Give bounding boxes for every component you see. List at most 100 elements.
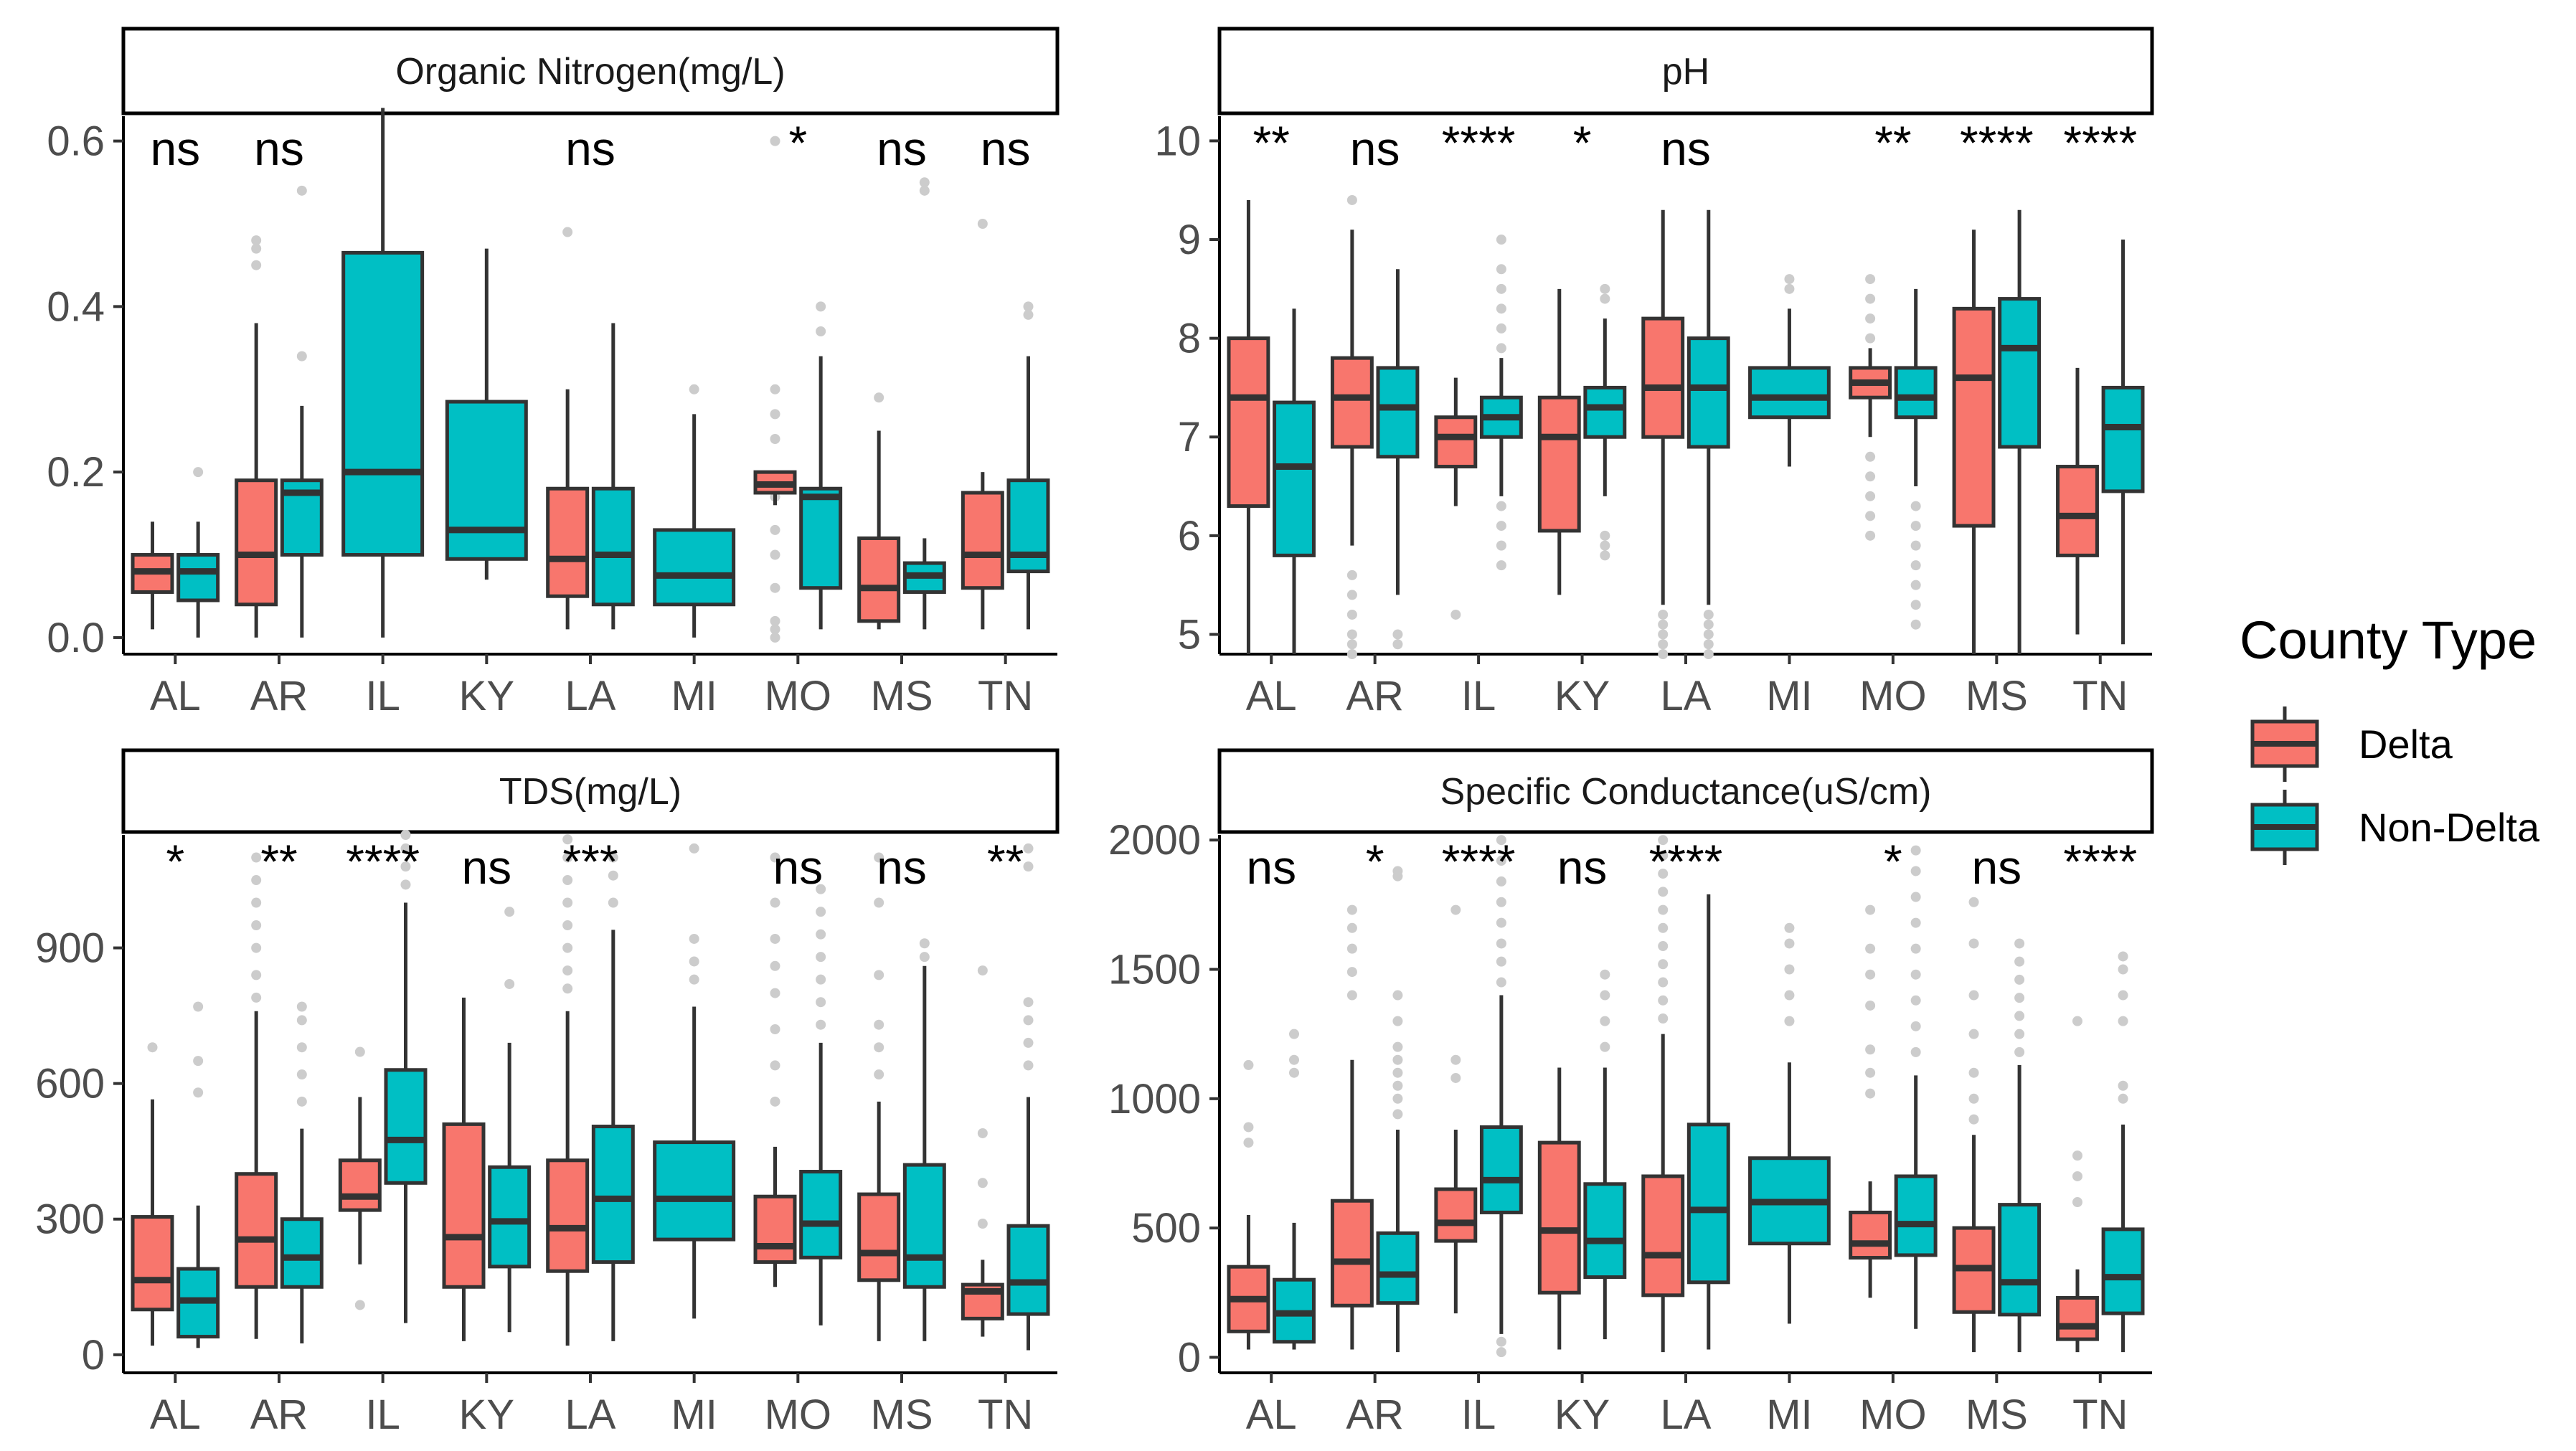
outlier-point	[296, 1015, 307, 1026]
outlier-point	[2118, 1093, 2128, 1104]
outlier-point	[193, 1001, 204, 1012]
outlier-point	[770, 1096, 780, 1107]
outlier-point	[2014, 1011, 2025, 1021]
box-delta-ar	[1330, 194, 1374, 659]
panel-4: Specific Conductance(uS/cm) 0 500 1000 1500 2…	[1108, 748, 2154, 1438]
iqr-box	[1998, 1203, 2042, 1317]
outlier-point	[770, 524, 780, 535]
outlier-point	[874, 1019, 884, 1030]
outlier-point	[874, 392, 884, 403]
outlier-point	[1865, 511, 1876, 521]
outlier-point	[2014, 1046, 2025, 1057]
box-non-delta-il	[341, 108, 425, 638]
x-tick-label: AL	[150, 673, 201, 719]
significance-label: **	[987, 835, 1024, 888]
y-tick-label: 1000	[1108, 1076, 1201, 1122]
outlier-point	[504, 907, 515, 917]
outlier-point	[2118, 990, 2128, 1001]
box-delta-al	[1227, 1059, 1270, 1350]
box-non-delta-ky	[488, 907, 532, 1333]
outlier-point	[1023, 997, 1034, 1008]
significance-label: **	[260, 835, 297, 888]
outlier-point	[251, 875, 262, 886]
outlier-point	[1784, 964, 1795, 975]
x-tick-label: AR	[250, 673, 308, 719]
box-delta-mo	[753, 852, 797, 1287]
significance-label: ****	[1442, 116, 1516, 169]
outlier-point	[1496, 560, 1506, 571]
outlier-point	[1023, 301, 1034, 312]
y-tick-label: 2000	[1108, 817, 1201, 864]
significance-label: ns	[981, 122, 1031, 175]
significance-label: **	[1874, 116, 1911, 169]
x-tick-label: AR	[1346, 673, 1404, 719]
panel-title: pH	[1662, 51, 1709, 93]
outlier-point	[770, 632, 780, 643]
outlier-point	[251, 992, 262, 1003]
outlier-point	[1784, 283, 1795, 294]
outlier-point	[562, 852, 573, 863]
x-tick-label: AL	[1246, 1391, 1297, 1438]
outlier-point	[1968, 1114, 1979, 1125]
significance-label: *	[1573, 116, 1592, 169]
outlier-point	[354, 1300, 365, 1310]
iqr-box	[488, 1165, 532, 1269]
iqr-box	[235, 478, 278, 607]
outlier-point	[1910, 943, 1921, 954]
y-tick-label: 0.6	[47, 118, 105, 165]
legend-title: County Type	[2240, 610, 2537, 670]
outlier-point	[1865, 1044, 1876, 1055]
y-tick-label: 0	[82, 1332, 105, 1379]
outlier-point	[1910, 845, 1921, 856]
y-tick-label: 1500	[1108, 947, 1201, 993]
box-non-delta-ky	[1583, 969, 1627, 1340]
x-tick-label: MI	[1766, 1391, 1812, 1438]
outlier-point	[562, 834, 573, 845]
outlier-point	[251, 260, 262, 270]
outlier-point	[1392, 1109, 1403, 1120]
outlier-point	[1865, 1088, 1876, 1099]
outlier-point	[608, 897, 618, 908]
box-non-delta-ms	[1998, 938, 2042, 1353]
outlier-point	[251, 897, 262, 908]
outlier-point	[1496, 235, 1506, 245]
outlier-point	[1600, 540, 1610, 551]
box-non-delta-al	[176, 467, 220, 638]
outlier-point	[874, 1042, 884, 1053]
outlier-point	[1658, 887, 1669, 897]
outlier-point	[1658, 904, 1669, 915]
outlier-point	[1496, 501, 1506, 511]
box-non-delta-mo	[799, 301, 843, 630]
outlier-point	[1865, 333, 1876, 344]
x-tick-label: LA	[1661, 673, 1712, 719]
x-tick-label: TN	[978, 673, 1033, 719]
box-delta-ms	[1952, 897, 1996, 1353]
panel-title: TDS(mg/L)	[499, 771, 681, 813]
y-tick-label: 0.2	[47, 449, 105, 496]
outlier-point	[1346, 609, 1357, 620]
outlier-point	[1450, 904, 1461, 915]
outlier-point	[2118, 964, 2128, 975]
outlier-point	[816, 326, 826, 336]
iqr-box	[799, 486, 843, 590]
outlier-point	[562, 227, 573, 237]
outlier-point	[1289, 1067, 1299, 1078]
iqr-box	[384, 1068, 428, 1185]
y-tick-label: 500	[1131, 1205, 1201, 1252]
y-tick-label: 8	[1178, 316, 1201, 362]
iqr-box	[1641, 316, 1685, 439]
iqr-box	[1273, 400, 1316, 557]
x-tick-label: TN	[2072, 673, 2128, 719]
iqr-box	[902, 1163, 946, 1289]
iqr-box	[546, 1158, 590, 1273]
iqr-box	[235, 1172, 278, 1289]
significance-label: ns	[461, 841, 511, 894]
significance-label: ****	[1442, 835, 1516, 888]
outlier-point	[1865, 969, 1876, 980]
significance-label: ns	[1971, 841, 2021, 894]
x-tick-label: AR	[250, 1391, 308, 1438]
outlier-point	[770, 434, 780, 444]
outlier-point	[251, 920, 262, 931]
panel-strip	[121, 748, 1060, 834]
box-non-delta-il	[1479, 835, 1523, 1358]
